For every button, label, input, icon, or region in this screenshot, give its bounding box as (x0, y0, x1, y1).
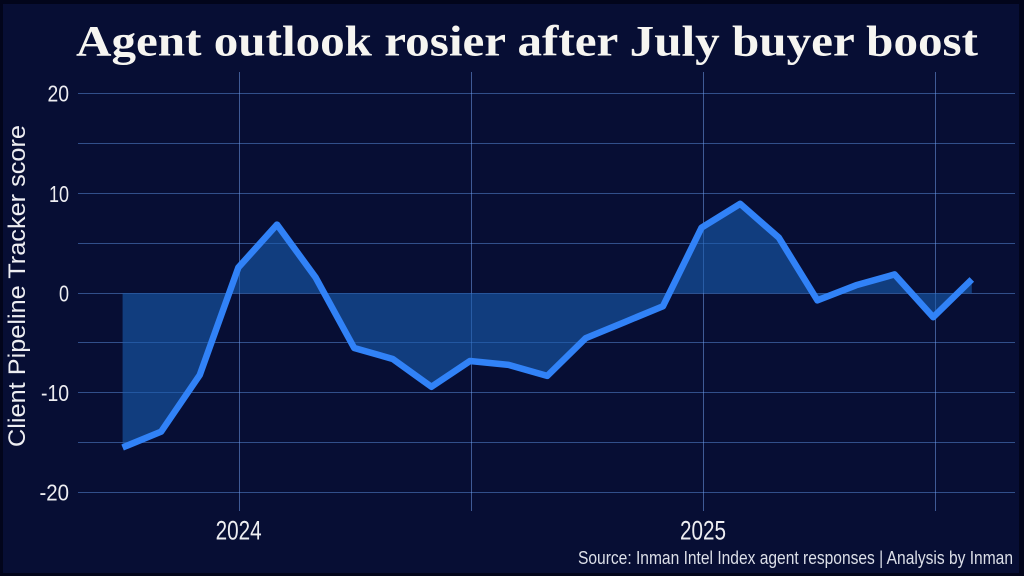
svg-text:20: 20 (48, 81, 70, 107)
svg-text:2024: 2024 (216, 515, 262, 545)
svg-text:-20: -20 (40, 479, 70, 505)
svg-text:0: 0 (59, 280, 69, 306)
svg-text:2025: 2025 (680, 515, 726, 545)
svg-text:-10: -10 (41, 380, 69, 406)
svg-text:Agent outlook rosier after Jul: Agent outlook rosier after July buyer bo… (76, 19, 979, 66)
svg-text:10: 10 (49, 181, 69, 207)
svg-text:Source: Inman Intel Index agen: Source: Inman Intel Index agent response… (578, 548, 1013, 568)
svg-text:Client Pipeline Tracker score: Client Pipeline Tracker score (4, 125, 31, 447)
